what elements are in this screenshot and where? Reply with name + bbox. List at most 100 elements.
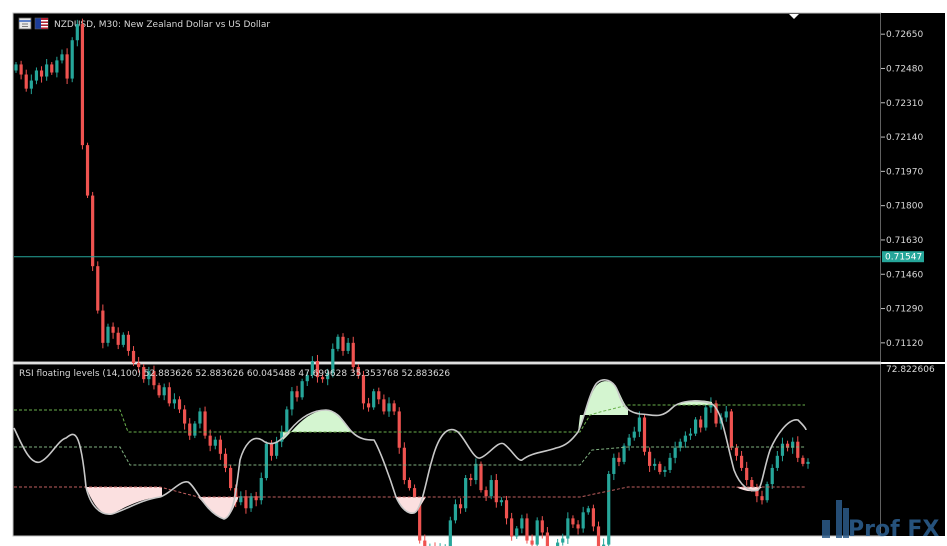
candle-bull xyxy=(489,480,493,497)
current-price-badge xyxy=(882,251,924,263)
candle-bear xyxy=(96,266,100,311)
candle-bull xyxy=(612,457,616,474)
candle-bear xyxy=(24,74,28,89)
candle-bull xyxy=(499,500,504,503)
candle-bull xyxy=(259,478,263,501)
candle-bull xyxy=(791,441,795,448)
candle-bull xyxy=(515,528,519,537)
candle-bull xyxy=(45,64,49,77)
price-tick-label: 0.71800 xyxy=(886,202,923,212)
candle-bear xyxy=(750,480,754,489)
candle-bear xyxy=(760,496,764,501)
candle-bear xyxy=(714,403,718,424)
candle-bear xyxy=(80,24,85,146)
candle-bear xyxy=(39,70,44,77)
candle-bull xyxy=(709,403,713,408)
candle-bear xyxy=(796,441,800,458)
candle-bull xyxy=(668,457,672,470)
candle-bear xyxy=(510,518,514,537)
price-chart-area[interactable] xyxy=(12,12,882,363)
candle-bear xyxy=(648,451,652,466)
chart-shift-marker[interactable] xyxy=(789,14,799,19)
price-tick-label: 0.71630 xyxy=(886,236,923,246)
candle-bear xyxy=(366,403,371,408)
candle-bull xyxy=(556,542,560,546)
candle-bull xyxy=(448,520,452,546)
candle-bull xyxy=(29,80,33,89)
candle-bear xyxy=(351,342,355,368)
candle-bull xyxy=(586,508,590,513)
candle-bull xyxy=(70,40,74,79)
price-tick-label: 0.71970 xyxy=(886,167,923,177)
candle-bull xyxy=(336,336,340,349)
indicator-area[interactable] xyxy=(12,363,882,537)
candle-bear xyxy=(65,54,69,79)
candle-bull xyxy=(678,441,682,448)
candle-bull xyxy=(331,348,335,374)
candle-bear xyxy=(377,391,381,400)
candle-bull xyxy=(474,463,478,481)
candle-bull xyxy=(305,375,309,382)
candle-bear xyxy=(142,367,146,380)
candle-bull xyxy=(775,455,779,468)
candle-bull xyxy=(172,399,176,404)
candle-bear xyxy=(525,518,529,541)
candle-bull xyxy=(581,512,585,529)
candle-bear xyxy=(540,520,544,533)
candle-bear xyxy=(591,508,595,527)
candle-bear xyxy=(423,540,427,546)
candle-bear xyxy=(530,540,534,545)
candle-bear xyxy=(183,409,187,424)
candle-bear xyxy=(229,467,233,489)
candle-bear xyxy=(729,411,733,448)
candle-bear xyxy=(658,463,662,472)
candle-bull xyxy=(60,54,64,61)
candle-bull xyxy=(106,326,110,343)
candle-bull xyxy=(249,496,253,509)
candle-bull xyxy=(780,443,785,456)
candle-bull xyxy=(627,437,631,446)
candle-bear xyxy=(91,195,95,267)
candle-bull xyxy=(280,431,284,442)
candle-bull xyxy=(285,409,289,432)
candle-bear xyxy=(223,453,228,468)
candle-bull xyxy=(602,544,606,546)
candle-bull xyxy=(566,518,570,539)
candle-bear xyxy=(315,361,320,378)
price-axis-labels: 0.72650 0.72480 0.72310 0.72140 0.71970 0.718… xyxy=(881,30,923,349)
candle-bear xyxy=(126,334,131,351)
chart-window-icon[interactable] xyxy=(18,17,32,30)
candle-bull xyxy=(663,469,667,472)
candle-bear xyxy=(479,463,483,491)
candle-bear xyxy=(111,326,115,333)
candle-bull xyxy=(300,381,304,398)
candle-bull xyxy=(453,504,458,521)
candle-bear xyxy=(397,411,401,448)
candle-bear xyxy=(739,455,744,468)
price-axis-area xyxy=(881,13,945,362)
candle-bull xyxy=(561,538,565,543)
candle-bull xyxy=(310,361,314,376)
candle-bear xyxy=(699,419,703,428)
candle-bear xyxy=(50,64,54,73)
candle-bear xyxy=(382,399,386,412)
rsi-line xyxy=(13,379,807,520)
rsi-lower-fills xyxy=(86,487,762,519)
candle-bear xyxy=(484,490,488,497)
candle-bear xyxy=(244,496,248,509)
candle-bear xyxy=(617,457,621,462)
candle-bear xyxy=(188,423,192,436)
candle-bear xyxy=(131,350,136,364)
candle-bull xyxy=(632,431,636,438)
candle-bull xyxy=(653,463,657,466)
candle-bull xyxy=(326,373,330,380)
candle-bear xyxy=(392,403,396,412)
candle-bear xyxy=(458,504,463,509)
candle-bull xyxy=(14,64,18,71)
candle-bull xyxy=(637,417,641,432)
candle-bull xyxy=(387,403,391,412)
candle-bear xyxy=(642,417,647,452)
candle-bear xyxy=(407,480,412,489)
